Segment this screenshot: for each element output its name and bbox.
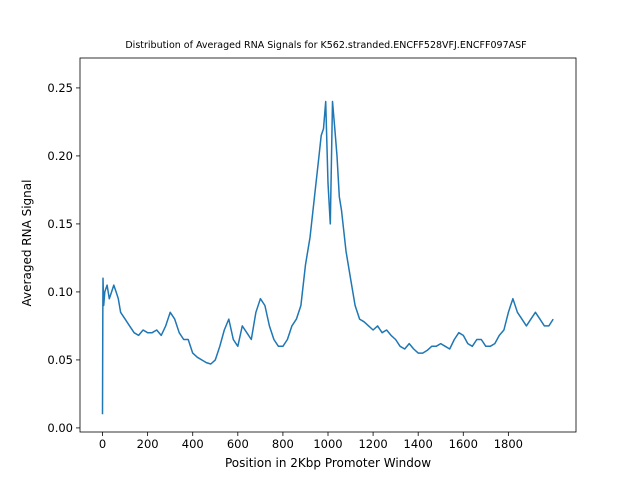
chart-title: Distribution of Averaged RNA Signals for… [125, 40, 526, 51]
x-tick-label: 1800 [494, 437, 523, 451]
x-tick-label: 1000 [313, 437, 342, 451]
y-tick-label: 0.10 [47, 285, 73, 299]
plot-frame [79, 57, 577, 433]
x-tick-label: 1400 [404, 437, 433, 451]
y-tick-label: 0.05 [47, 353, 73, 367]
y-tick-label: 0.00 [47, 421, 73, 435]
x-tick-label: 400 [182, 437, 204, 451]
y-axis-label: Averaged RNA Signal [20, 180, 34, 307]
y-tick-label: 0.20 [47, 149, 73, 163]
y-tick-label: 0.15 [47, 217, 73, 231]
axes: 0 200 400 600 800 1000 1200 1400 1600 1800 0.00 0.0… [47, 57, 577, 451]
series-line-0 [101, 100, 554, 415]
x-tick-label: 800 [272, 437, 294, 451]
x-tick-label: 0 [99, 437, 106, 451]
plot-area [101, 100, 554, 415]
x-tick-label: 600 [227, 437, 249, 451]
x-axis-label: Position in 2Kbp Promoter Window [225, 456, 431, 470]
y-tick-label: 0.25 [47, 81, 73, 95]
x-tick-label: 1200 [358, 437, 387, 451]
x-tick-label: 1600 [449, 437, 478, 451]
x-tick-label: 200 [137, 437, 159, 451]
